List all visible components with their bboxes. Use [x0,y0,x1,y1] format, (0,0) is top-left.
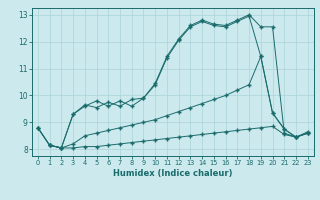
X-axis label: Humidex (Indice chaleur): Humidex (Indice chaleur) [113,169,233,178]
